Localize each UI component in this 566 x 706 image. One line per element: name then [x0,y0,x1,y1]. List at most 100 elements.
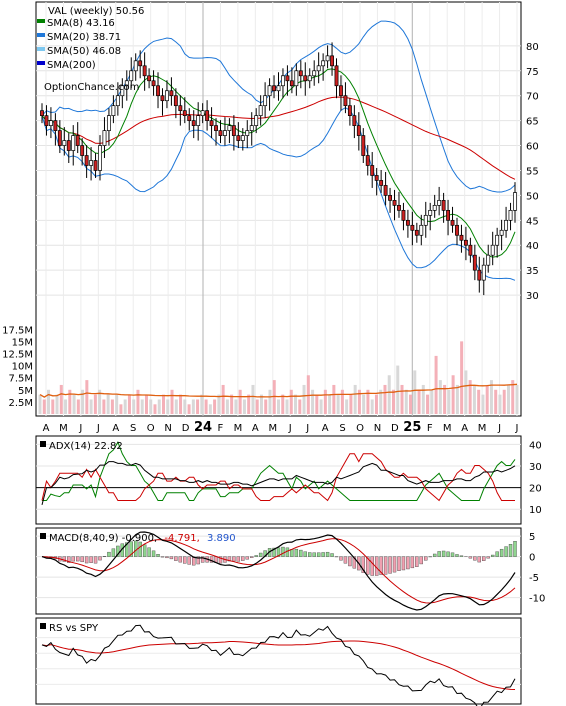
volume-bar [59,384,63,414]
legend-label: SMA(200) [47,60,96,71]
price-y-tick: 35 [526,266,539,277]
x-tick-label: D [182,423,190,434]
volume-bar [421,384,425,414]
volume-bar [366,389,370,414]
volume-bar [387,375,391,414]
rs-label: RS vs SPY [49,623,99,634]
volume-bar [247,394,251,414]
volume-bar [447,389,451,414]
candle-body [129,70,134,82]
candle-body [48,120,53,126]
volume-bar [191,399,195,414]
volume-bar [115,394,119,414]
macd-histogram-bar [151,550,156,557]
volume-bar [472,384,476,414]
macd-histogram-bar [236,556,241,562]
volume-bar [174,399,178,414]
macd-histogram-bar [321,552,325,557]
macd-y-tick: -5 [529,573,539,584]
volume-bar [144,394,148,414]
macd-histogram-bar [419,556,423,565]
volume-bar [477,389,481,414]
macd-histogram-bar [513,541,517,557]
volume-bar [251,384,255,414]
volume-bar [225,399,229,414]
x-tick-label: S [130,423,136,434]
candle-body [75,135,80,146]
macd-histogram-bar [174,556,178,561]
macd-histogram-bar [348,556,352,567]
sma50-line [41,96,516,180]
volume-y-tick: 7.5M [8,374,33,385]
price-y-tick: 70 [526,92,539,103]
volume-bar [76,399,80,414]
candle-body [272,85,276,92]
adx-lines [41,441,516,506]
macd-histogram-bar [441,550,446,557]
candle-body [156,85,160,97]
volume-bar [404,389,408,414]
volume-bar [298,399,302,414]
candle-body [227,125,232,131]
candle-body [84,155,89,166]
x-tick-label: D [391,423,399,434]
volume-bar [51,399,55,414]
volume-bar [502,389,506,414]
volume-bar [64,399,68,414]
candle-body [258,105,263,117]
volume-bar [106,394,110,414]
candle-body [236,135,241,141]
candle-body [388,195,392,201]
volume-bar [149,399,153,414]
macd-histogram-bar [125,542,129,557]
macd-histogram-bar [254,555,258,557]
macd-histogram-bar [200,556,205,563]
volume-bar [276,399,281,414]
candle-body [111,105,116,117]
macd-histogram-bar [84,556,89,564]
volume-bar [362,394,366,414]
macd-histogram-bar [75,556,80,562]
price-y-tick: 45 [526,216,539,227]
candle-body [347,105,352,117]
volume-bar [498,394,502,414]
volume-bar [213,399,217,414]
macd-histogram-bar [80,556,84,563]
volume-y-tick: 5M [18,386,33,397]
macd-histogram-bar [450,552,455,557]
volume-bar [89,399,93,414]
macd-histogram-bar [71,556,75,562]
macd-histogram-bar [361,556,365,573]
macd-histogram-bar [89,556,93,563]
macd-histogram-bar [473,556,477,561]
macd-histogram-bar [482,556,486,561]
macd-histogram-bar [415,556,419,567]
volume-bar [489,380,493,414]
volume-bar [166,399,170,414]
macd-histogram-bar [107,551,111,557]
candle-body [419,224,424,236]
x-tick-label: J [497,423,501,434]
volume-bar [323,389,327,414]
candle-body [508,209,513,221]
volume-bar [434,355,438,414]
x-tick-label: M [478,423,487,434]
volume-bar [72,394,76,414]
macd-histogram-bar [245,556,249,560]
volume-bar [187,404,191,414]
x-tick-label: O [147,423,155,434]
candle-body [133,60,138,72]
macd-histogram-bar [437,551,441,557]
price-y-tick: 40 [526,241,539,252]
candle-body [410,224,415,231]
volume-bar [259,394,263,414]
macd-histogram-bar [397,556,401,571]
volume-bar [319,399,323,414]
candle-body [303,75,308,82]
volume-bar [515,384,519,414]
macd-histogram-bar [169,556,174,560]
candle-body [495,234,500,246]
volume-bar [370,399,374,414]
volume-bar [511,380,515,414]
volume-bar [417,389,421,414]
